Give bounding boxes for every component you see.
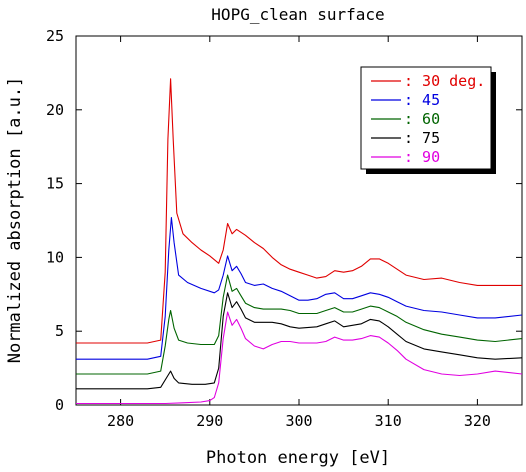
y-axis-ticks: 0 5 10 15 20 25 [46,27,522,414]
legend: : 30 deg.: 45: 60: 75: 90 [360,66,496,174]
legend-label-3: : 60 [404,110,440,128]
y-tick-label: 15 [46,175,64,193]
y-tick-label: 25 [46,27,64,45]
x-tick-label: 280 [107,412,134,430]
legend-items: : 30 deg.: 45: 60: 75: 90 [371,72,485,166]
x-tick-label: 310 [375,412,402,430]
y-tick-label: 0 [55,396,64,414]
series-line-1 [76,78,522,344]
x-axis-label: Photon energy [eV] [206,448,390,468]
legend-label-5: : 90 [404,148,440,166]
y-tick-label: 10 [46,248,64,266]
legend-box [360,66,492,170]
y-axis-label: Normalized absorption [a.u.] [5,77,25,364]
series-line-3 [76,274,523,375]
x-tick-label: 320 [464,412,491,430]
x-tick-label: 290 [196,412,223,430]
y-tick-label: 5 [55,322,64,340]
x-tick-label: 300 [285,412,312,430]
x-axis-ticks: 280 290 300 310 320 [107,36,491,430]
series-line-5 [76,311,523,405]
series-lines [76,78,523,405]
series-line-2 [76,216,523,360]
legend-label-4: : 75 [404,129,440,147]
legend-label-1: : 30 deg. [404,72,485,90]
legend-label-2: : 45 [404,91,440,109]
series-line-4 [76,292,523,390]
y-tick-label: 20 [46,101,64,119]
chart-title: HOPG_clean surface [211,5,384,24]
